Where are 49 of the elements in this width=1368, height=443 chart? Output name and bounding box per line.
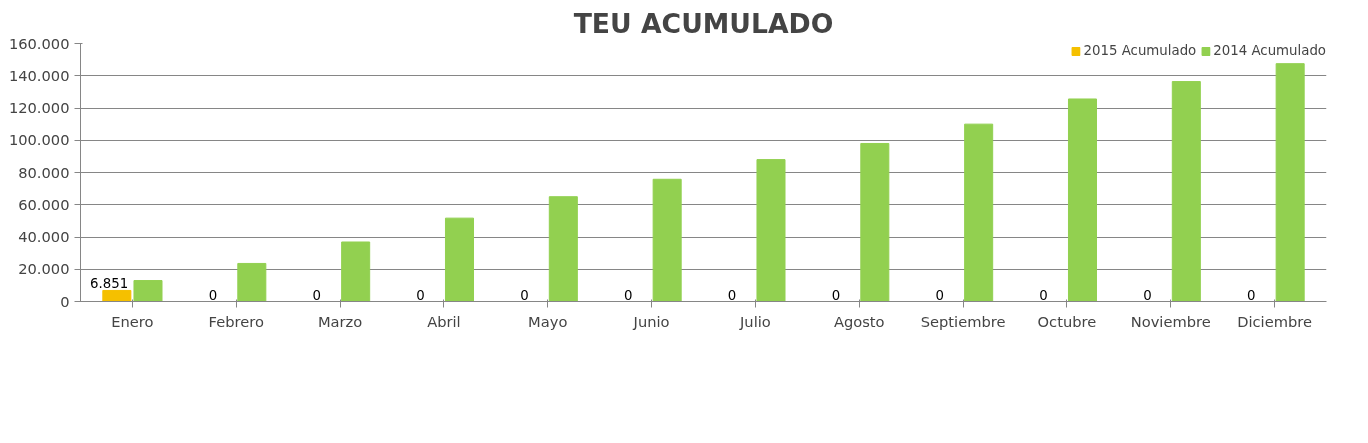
- x-tick-label: Noviembre: [1130, 312, 1211, 330]
- x-tick-label: Agosto: [833, 312, 885, 330]
- bar: [756, 159, 786, 302]
- y-tick-label: 80.000: [18, 163, 70, 181]
- x-tick-label: Marzo: [317, 312, 363, 330]
- data-label: 0: [1246, 287, 1256, 303]
- bar: [964, 123, 994, 302]
- bar: [444, 217, 475, 302]
- data-label: 0: [520, 287, 529, 303]
- y-tick-label: 120.000: [8, 99, 70, 116]
- x-tick-label: Septiembre: [920, 312, 1006, 330]
- y-tick-label: 60.000: [18, 195, 70, 213]
- bar: [1171, 81, 1201, 302]
- data-label: 0: [623, 287, 633, 303]
- legend-label: 2014 Acumulado: [1213, 43, 1326, 58]
- data-label: 0: [727, 287, 737, 303]
- data-label: 0: [831, 287, 841, 303]
- y-tick-label: 160.000: [8, 34, 70, 52]
- x-tick-label: Julio: [739, 312, 771, 330]
- y-tick-label: 0: [60, 292, 70, 310]
- bar: [1067, 98, 1098, 302]
- data-label: 0: [416, 287, 425, 303]
- chart-title: TEU ACUMULADO: [573, 7, 834, 39]
- data-label: 0: [1143, 287, 1152, 303]
- x-tick-label: Abril: [427, 312, 461, 330]
- bar: [341, 241, 371, 302]
- x-tick-label: Junio: [632, 312, 670, 330]
- bar: [1275, 63, 1305, 302]
- data-label: 0: [312, 287, 321, 303]
- y-tick-label: 100.000: [8, 131, 70, 149]
- bar: [860, 142, 890, 302]
- y-tick-label: 20.000: [18, 260, 70, 278]
- x-tick-label: Mayo: [528, 312, 568, 330]
- data-label: 0: [208, 287, 218, 303]
- x-tick-label: Febrero: [208, 312, 264, 330]
- legend-label: 2015 Acumulado: [1083, 43, 1197, 58]
- data-label: 0: [935, 287, 944, 303]
- bar: [133, 280, 163, 302]
- y-tick-label: 40.000: [18, 228, 70, 245]
- bar: [548, 196, 578, 302]
- x-tick-label: Octubre: [1037, 312, 1097, 330]
- bar: [652, 178, 682, 302]
- data-label: 6.851: [89, 276, 129, 292]
- y-tick-label: 140.000: [8, 66, 70, 84]
- bar: [237, 262, 267, 302]
- data-label: 0: [1039, 287, 1048, 303]
- x-tick-label: Diciembre: [1237, 312, 1312, 330]
- x-tick-label: Enero: [111, 312, 154, 330]
- bar: [102, 289, 132, 302]
